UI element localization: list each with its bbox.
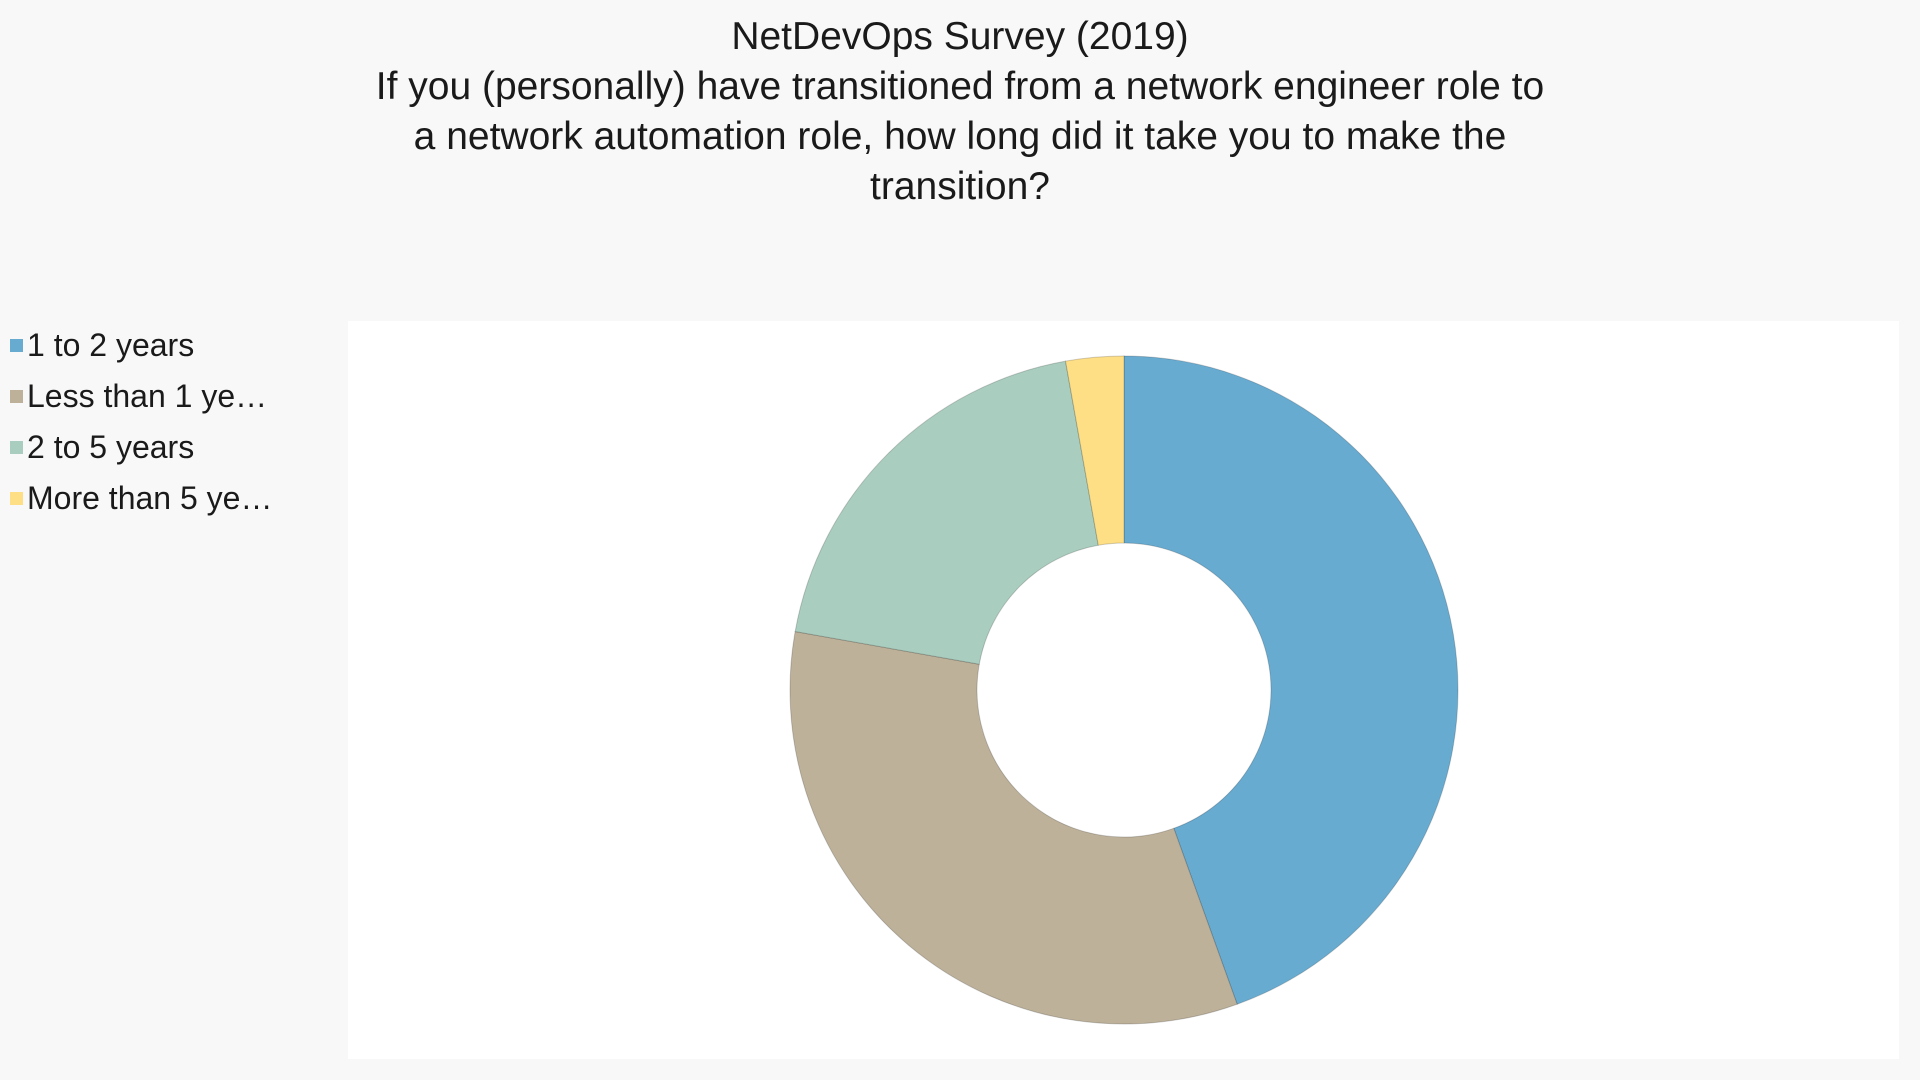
legend-label: 1 to 2 years	[27, 327, 195, 363]
legend-label: Less than 1 ye…	[27, 378, 268, 414]
legend-swatch	[10, 390, 23, 403]
donut-slice-3[interactable]	[1064, 355, 1125, 546]
legend-item-more-than-5-years[interactable]: More than 5 ye…	[10, 473, 272, 524]
chart-title-block: NetDevOps Survey (2019) If you (personal…	[300, 12, 1620, 212]
plot-area	[348, 321, 1899, 1059]
chart-subtitle-line-1: If you (personally) have transitioned fr…	[375, 65, 1545, 108]
chart-subtitle-line-2: a network automation role, how long did …	[413, 115, 1507, 158]
chart-subtitle-line-3: transition?	[870, 165, 1050, 208]
legend-item-1-to-2-years[interactable]: 1 to 2 years	[10, 320, 272, 371]
donut-slice-2[interactable]	[794, 360, 1099, 665]
legend-label: 2 to 5 years	[27, 429, 195, 465]
chart-legend: 1 to 2 years Less than 1 ye… 2 to 5 year…	[10, 320, 272, 524]
chart-title: NetDevOps Survey (2019)	[731, 15, 1189, 58]
legend-swatch	[10, 441, 23, 454]
donut-chart	[789, 355, 1459, 1025]
legend-swatch	[10, 492, 23, 505]
legend-swatch	[10, 339, 23, 352]
donut-slice-1[interactable]	[789, 630, 1238, 1025]
legend-item-2-to-5-years[interactable]: 2 to 5 years	[10, 422, 272, 473]
legend-label: More than 5 ye…	[27, 480, 273, 516]
donut-slice-0[interactable]	[1123, 355, 1459, 1005]
legend-item-less-than-1-year[interactable]: Less than 1 ye…	[10, 371, 272, 422]
